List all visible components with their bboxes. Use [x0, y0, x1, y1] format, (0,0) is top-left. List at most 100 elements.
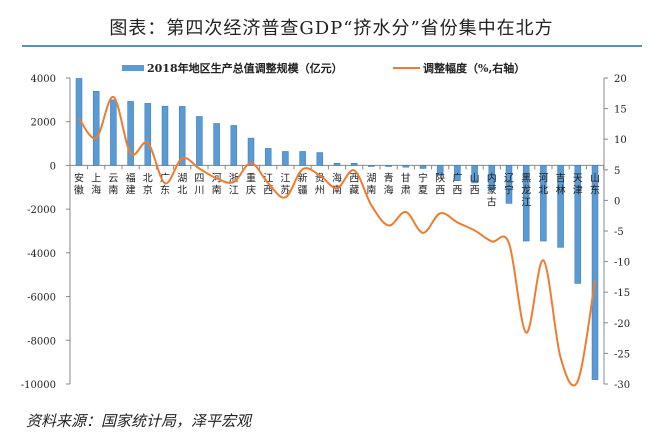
right-tick-label: 15: [614, 105, 627, 116]
left-tick-label: 2000: [31, 118, 56, 129]
x-tick-label: 山: [590, 172, 600, 184]
x-tick-label: 安: [74, 171, 84, 184]
right-tick-label: -15: [614, 288, 630, 299]
bar: [161, 105, 169, 166]
x-tick-label: 江: [280, 172, 290, 184]
x-tick-label: 西: [435, 185, 445, 196]
x-tick-label: 庆: [246, 183, 256, 196]
x-tick-label: 北: [177, 184, 187, 196]
bar: [350, 162, 358, 166]
x-tick-label: 建: [126, 183, 136, 196]
left-tick-label: -10000: [21, 380, 56, 391]
x-tick-label: 辽: [504, 172, 514, 184]
bar: [436, 165, 444, 176]
title-divider: [22, 45, 642, 47]
bar: [282, 151, 289, 166]
bar: [316, 152, 324, 166]
x-tick-label: 西: [349, 173, 359, 184]
x-tick-label: 南: [332, 183, 342, 196]
x-tick-label: 苏: [280, 183, 290, 196]
bar: [196, 116, 203, 166]
bar: [540, 165, 547, 242]
bar: [574, 165, 582, 284]
x-tick-label: 贵: [315, 171, 325, 184]
x-tick-label: 古: [487, 195, 497, 208]
bar: [385, 165, 392, 167]
right-tick-label: -20: [614, 319, 630, 330]
x-tick-label: 西: [263, 185, 273, 196]
x-tick-label: 州: [315, 184, 325, 196]
x-tick-label: 内: [487, 171, 497, 184]
left-tick-label: 4000: [31, 74, 56, 85]
source-note: 资料来源：国家统计局，泽平宏观: [26, 412, 252, 430]
chart-title: 图表：第四次经济普查GDP“挤水分”省份集中在北方: [109, 18, 554, 39]
bar: [471, 165, 478, 184]
x-tick-label: 南: [366, 183, 376, 196]
right-tick-label: 10: [614, 135, 627, 146]
x-tick-label: 西: [452, 185, 462, 196]
right-tick-label: 5: [614, 166, 620, 177]
x-tick-label: 重: [246, 171, 256, 184]
x-tick-label: 上: [91, 172, 101, 184]
x-tick-label: 蒙: [487, 183, 497, 196]
bar: [230, 125, 238, 166]
bar: [264, 148, 272, 166]
bar: [127, 101, 134, 166]
bar: [402, 165, 410, 168]
left-tick-label: -8000: [27, 336, 56, 347]
bar: [522, 165, 530, 242]
x-tick-label: 疆: [298, 184, 308, 196]
x-tick-label: 海: [384, 183, 394, 196]
bar: [144, 103, 152, 166]
legend-bar-swatch: [122, 65, 144, 71]
x-tick-label: 云: [108, 173, 118, 184]
x-tick-label: 河: [538, 172, 548, 184]
x-tick-label: 福: [126, 171, 136, 184]
bar: [333, 162, 341, 166]
left-tick-label: -6000: [27, 293, 56, 304]
x-tick-label: 南: [108, 183, 118, 196]
x-tick-label: 浙: [229, 172, 239, 184]
x-tick-label: 北: [143, 172, 153, 184]
right-tick-label: 20: [614, 74, 627, 85]
bar: [299, 151, 306, 166]
left-tick-label: -4000: [27, 249, 56, 260]
x-tick-label: 广: [452, 172, 462, 184]
x-tick-label: 天: [573, 173, 583, 184]
right-tick-label: -30: [614, 380, 630, 391]
x-tick-label: 江: [263, 172, 273, 184]
left-tick-label: -2000: [27, 205, 56, 216]
left-tick-label: 0: [50, 161, 56, 172]
x-tick-label: 龙: [521, 183, 531, 196]
x-tick-label: 青: [384, 171, 394, 184]
legend-bar-label: 2018年地区生产总值调整规模（亿元）: [147, 61, 343, 75]
bar: [178, 106, 186, 166]
bar: [110, 99, 117, 166]
legend-line-label: 调整幅度（%,右轴）: [423, 61, 525, 75]
x-tick-label: 湖: [177, 172, 187, 184]
right-tick-label: -5: [614, 227, 624, 238]
x-tick-label: 江: [521, 196, 531, 208]
bar: [591, 165, 599, 380]
x-tick-label: 广: [160, 172, 170, 184]
x-tick-label: 宁: [418, 171, 428, 184]
x-tick-label: 藏: [349, 184, 359, 196]
x-tick-label: 东: [590, 183, 600, 196]
bar: [454, 165, 461, 181]
bar: [368, 165, 375, 167]
x-tick-label: 吉: [556, 172, 566, 184]
x-tick-label: 北: [538, 184, 548, 196]
x-tick-label: 海: [332, 171, 342, 184]
x-tick-label: 江: [229, 184, 239, 196]
bar: [92, 91, 100, 166]
x-tick-label: 津: [573, 184, 583, 196]
x-tick-label: 四: [194, 173, 204, 184]
x-tick-label: 甘: [401, 171, 411, 184]
x-tick-label: 山: [470, 172, 480, 184]
bar: [488, 165, 496, 190]
x-tick-label: 夏: [418, 184, 428, 196]
right-tick-label: -10: [614, 258, 630, 269]
x-tick-label: 陕: [435, 171, 445, 184]
bar: [419, 165, 427, 169]
x-tick-label: 林: [556, 183, 566, 196]
